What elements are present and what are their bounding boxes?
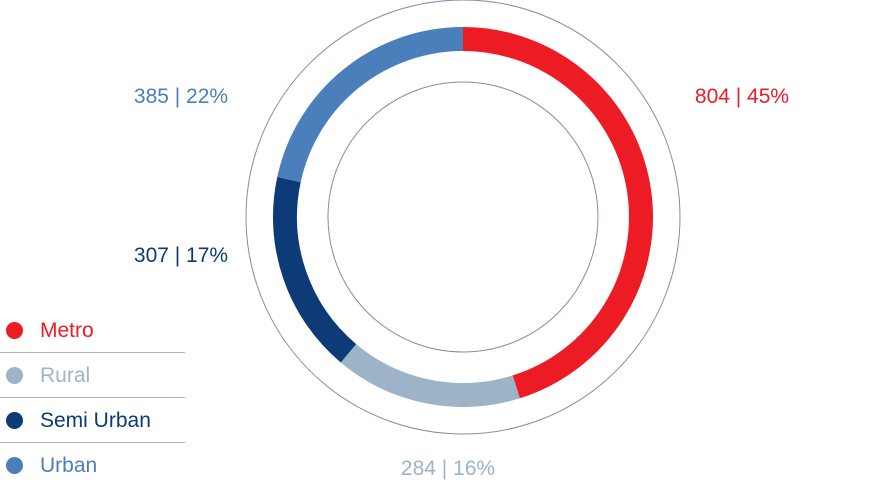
legend-dot-semi-urban bbox=[6, 411, 23, 429]
legend-dot-urban bbox=[6, 457, 23, 474]
legend-item-semi-urban: Semi Urban bbox=[0, 398, 185, 443]
slice-semi-urban bbox=[273, 177, 357, 363]
slice-rural bbox=[340, 343, 520, 407]
data-label-rural: 284 | 16% bbox=[401, 457, 495, 480]
legend-dot-metro bbox=[6, 321, 23, 339]
legend-item-rural: Rural bbox=[0, 353, 185, 398]
slices-layer bbox=[273, 27, 653, 407]
legend-dot-rural bbox=[6, 366, 23, 384]
outer-ring-outline bbox=[245, 0, 681, 435]
legend-label-rural: Rural bbox=[40, 363, 91, 387]
inner-ring-outline bbox=[327, 81, 599, 353]
data-label-urban: 385 | 22% bbox=[134, 85, 228, 108]
legend-item-urban: Urban bbox=[0, 443, 185, 488]
legend-label-metro: Metro bbox=[40, 318, 94, 342]
slice-metro bbox=[462, 27, 653, 399]
legend-item-metro: Metro bbox=[0, 308, 185, 353]
slice-urban bbox=[277, 27, 464, 183]
legend-label-urban: Urban bbox=[40, 454, 98, 477]
data-label-semi-urban: 307 | 17% bbox=[134, 244, 228, 267]
legend-label-semi-urban: Semi Urban bbox=[40, 408, 151, 432]
legend: Metro Rural Semi Urban Urban bbox=[0, 308, 185, 488]
data-label-metro: 804 | 45% bbox=[695, 85, 789, 108]
